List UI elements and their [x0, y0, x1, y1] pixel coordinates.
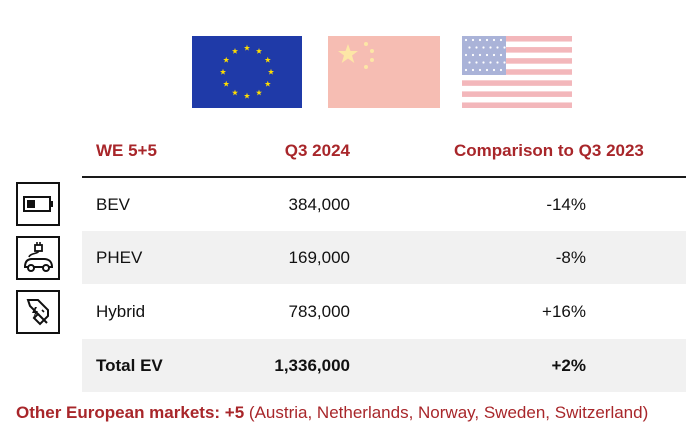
table-row: PHEV 169,000 -8% — [82, 231, 686, 284]
header-market: WE 5+5 — [96, 141, 157, 160]
header-quarter: Q3 2024 — [284, 141, 350, 160]
row-comparison: +16% — [542, 302, 586, 321]
battery-icon — [16, 182, 60, 226]
plug-in-car-icon — [16, 236, 60, 280]
china-flag-icon — [328, 36, 440, 108]
header-comparison: Comparison to Q3 2023 — [454, 141, 644, 160]
total-comparison: +2% — [551, 356, 587, 375]
footnote-countries: (Austria, Netherlands, Norway, Sweden, S… — [248, 403, 649, 422]
table-total-row: Total EV 1,336,000 +2% — [82, 339, 686, 392]
row-value: 169,000 — [288, 248, 350, 267]
row-value: 384,000 — [288, 195, 350, 214]
row-comparison: -8% — [555, 248, 586, 267]
table-row: Hybrid 783,000 +16% — [82, 285, 686, 338]
row-label: PHEV — [96, 248, 143, 267]
total-label: Total EV — [96, 356, 163, 375]
footnote-highlight: Other European markets: +5 — [16, 403, 245, 422]
footnote: Other European markets: +5 (Austria, Net… — [16, 402, 686, 423]
row-value: 783,000 — [288, 302, 350, 321]
row-label: BEV — [96, 195, 131, 214]
row-label: Hybrid — [96, 302, 146, 321]
usa-flag-icon — [462, 36, 572, 108]
table-row: BEV 384,000 -14% — [82, 178, 686, 231]
row-comparison: -14% — [546, 195, 586, 214]
total-value: 1,336,000 — [274, 356, 350, 375]
header-divider — [82, 176, 686, 178]
fuel-nozzle-electric-icon — [16, 290, 60, 334]
european-union-flag-icon — [192, 36, 302, 108]
